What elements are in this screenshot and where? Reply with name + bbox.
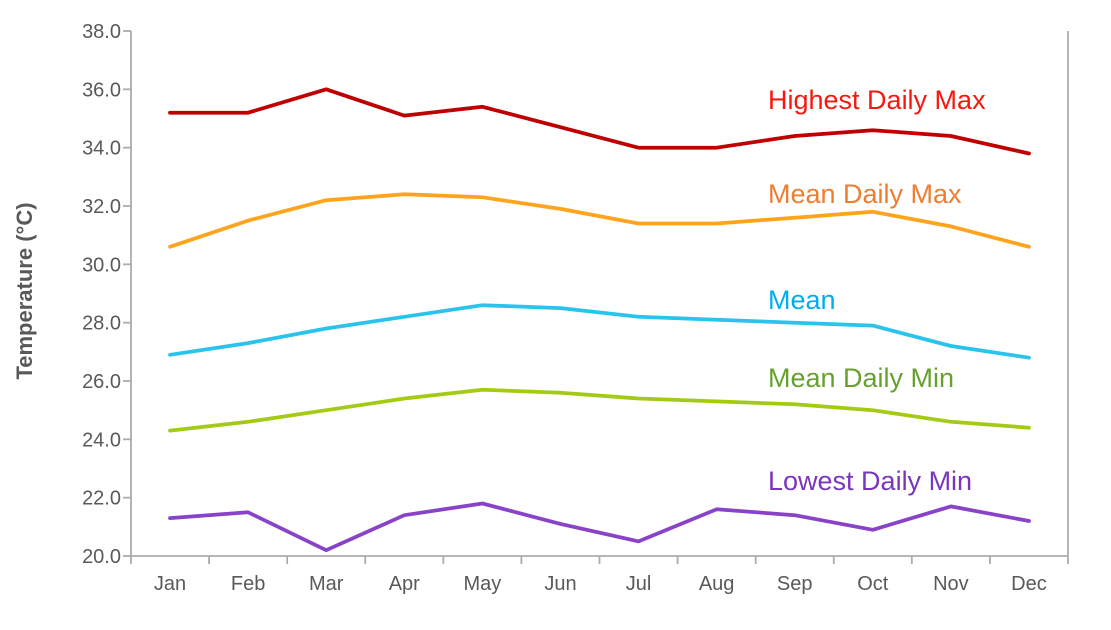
y-axis-title: Temperature (°C) bbox=[12, 202, 37, 379]
x-tick-label-mar: Mar bbox=[309, 573, 344, 595]
x-tick-label-jun: Jun bbox=[544, 573, 576, 595]
y-tick-label-34.0: 34.0 bbox=[82, 138, 121, 160]
x-tick-label-sep: Sep bbox=[777, 573, 813, 595]
series-line-mean-daily-min bbox=[168, 387, 1031, 433]
x-tick-label-may: May bbox=[463, 573, 501, 595]
series-line-lowest-daily-min bbox=[168, 501, 1031, 553]
x-tick-label-jul: Jul bbox=[626, 573, 652, 595]
x-tick-label-feb: Feb bbox=[231, 573, 265, 595]
y-tick-label-20.0: 20.0 bbox=[82, 546, 121, 568]
y-tick-label-28.0: 28.0 bbox=[82, 313, 121, 335]
series-line-mean-daily-max bbox=[168, 192, 1031, 249]
series-label-mean: Mean bbox=[768, 285, 836, 315]
x-tick-label-aug: Aug bbox=[699, 573, 735, 595]
x-tick-label-nov: Nov bbox=[933, 573, 969, 595]
y-tick-label-24.0: 24.0 bbox=[82, 429, 121, 451]
series-label-mean-daily-max: Mean Daily Max bbox=[768, 179, 962, 209]
y-tick-label-30.0: 30.0 bbox=[82, 254, 121, 276]
series-label-highest-daily-max: Highest Daily Max bbox=[768, 85, 986, 115]
x-tick-label-apr: Apr bbox=[389, 573, 420, 595]
x-tick-label-oct: Oct bbox=[857, 573, 889, 595]
y-tick-label-38.0: 38.0 bbox=[82, 21, 121, 43]
y-tick-label-26.0: 26.0 bbox=[82, 371, 121, 393]
y-tick-label-36.0: 36.0 bbox=[82, 79, 121, 101]
series-line-highest-daily-max bbox=[168, 87, 1031, 156]
series-label-lowest-daily-min: Lowest Daily Min bbox=[768, 466, 972, 496]
series-line-mean bbox=[168, 303, 1031, 360]
y-tick-label-32.0: 32.0 bbox=[82, 196, 121, 218]
series-label-mean-daily-min: Mean Daily Min bbox=[768, 363, 954, 393]
x-tick-label-dec: Dec bbox=[1011, 573, 1047, 595]
x-tick-label-jan: Jan bbox=[154, 573, 186, 595]
y-tick-label-22.0: 22.0 bbox=[82, 488, 121, 510]
